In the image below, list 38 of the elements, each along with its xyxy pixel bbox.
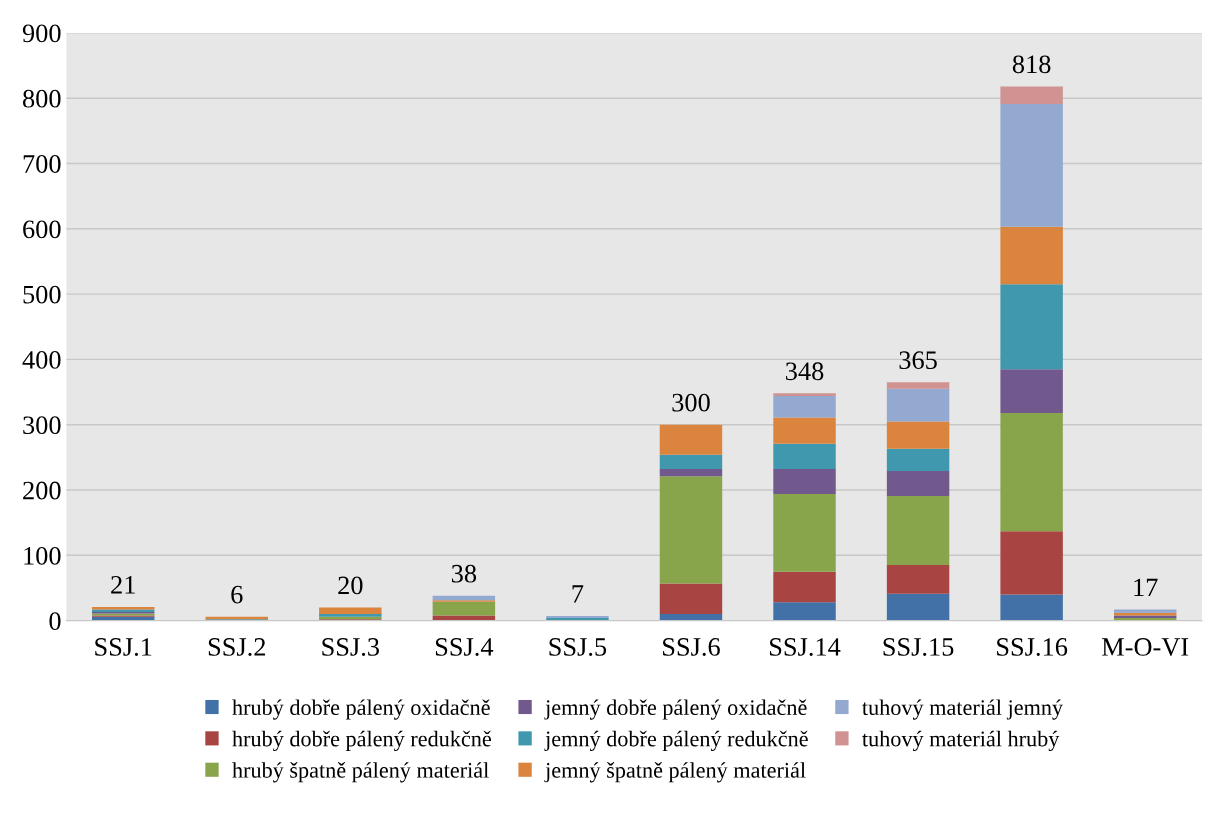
x-tick-label: M-O-VI (1101, 638, 1189, 656)
x-tick-label: SSJ.1 (95, 638, 152, 656)
legend-label: jemný dobře pálený redukčně (544, 730, 808, 752)
total-label: 7 (572, 585, 584, 603)
legend-label: hrubý dobře pálený redukčně (232, 730, 491, 752)
x-tick-label: SSJ.5 (549, 638, 607, 656)
x-tick-label: SSJ.4 (435, 638, 494, 656)
y-tick-label: 600 (23, 220, 61, 239)
y-tick-label: 800 (23, 89, 61, 108)
legend-label: tuhový materiál hrubý (862, 730, 1060, 751)
x-tick-label: SSJ.2 (208, 638, 266, 656)
legend-label: hrubý dobře pálený oxidačně (232, 699, 490, 720)
y-tick-label: 500 (23, 285, 61, 304)
y-tick-label: 200 (23, 481, 61, 500)
x-tick-label: SSJ.15 (883, 638, 954, 656)
total-label: 6 (231, 585, 243, 604)
x-tick-label: SSJ.14 (769, 638, 841, 656)
legend-label: jemný špatně pálený materiál (544, 762, 806, 783)
total-label: 38 (451, 564, 477, 583)
total-label: 21 (111, 575, 135, 594)
y-tick-label: 300 (23, 416, 61, 435)
total-label: 818 (1012, 55, 1051, 74)
legend-label: tuhový materiál jemný (862, 699, 1063, 720)
x-tick-label: SSJ.16 (997, 638, 1068, 656)
legend-label: hrubý špatně pálený materiál (232, 762, 489, 783)
x-tick-label: SSJ.6 (663, 638, 720, 656)
total-label: 17 (1134, 578, 1158, 597)
legend-label: jemný dobře pálený oxidačně (544, 699, 807, 720)
total-label: 300 (672, 393, 710, 412)
total-label: 348 (786, 362, 824, 381)
y-tick-label: 400 (22, 351, 61, 369)
x-tick-label: SSJ.3 (322, 638, 379, 656)
y-tick-label: 700 (23, 155, 61, 173)
y-tick-label: 0 (49, 612, 61, 631)
total-label: 365 (899, 351, 937, 370)
y-tick-label: 100 (24, 546, 61, 565)
total-label: 20 (338, 576, 363, 595)
y-tick-label: 900 (22, 24, 61, 43)
